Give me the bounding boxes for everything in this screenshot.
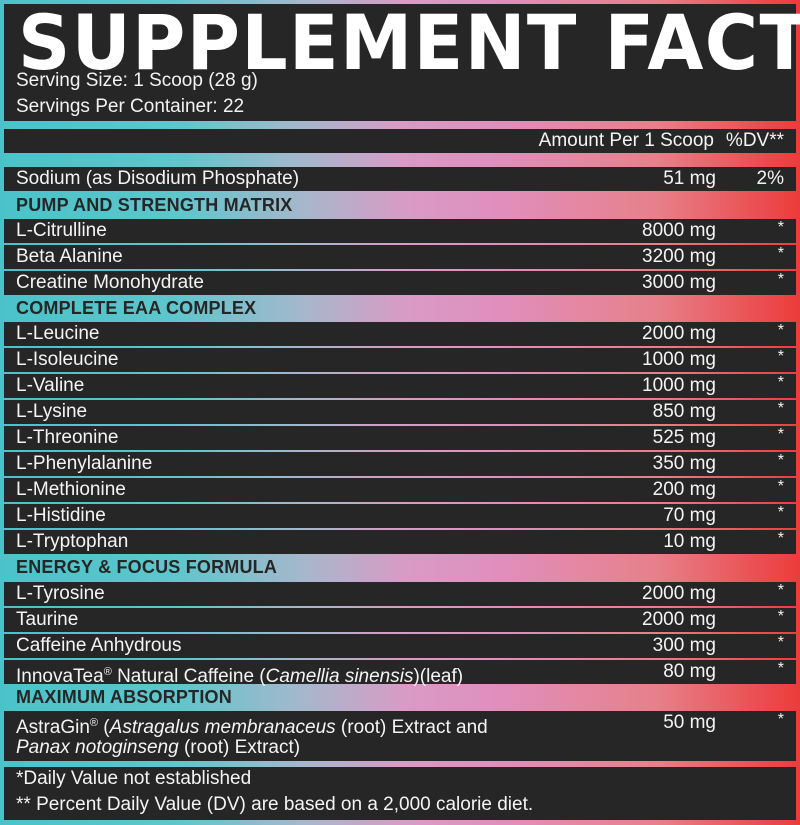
ingredient-amount: 1000 mg (642, 349, 716, 370)
ingredient-name: L-Lysine (16, 401, 88, 422)
ingredient-amount: 850 mg (652, 401, 716, 422)
ingredient-dv: * (777, 608, 784, 625)
amount-column-header: Amount Per 1 Scoop (538, 130, 714, 151)
ingredient-amount: 2000 mg (642, 583, 716, 604)
column-header-row: Amount Per 1 Scoop %DV** (4, 129, 796, 153)
name-text: )(leaf) (413, 666, 464, 687)
nutrient-row-sodium: Sodium (as Disodium Phosphate) 51 mg 2% (4, 167, 796, 191)
ingredient-row: Beta Alanine 3200 mg * (4, 245, 796, 269)
ingredient-dv: * (777, 426, 784, 443)
ingredient-amount: 3000 mg (642, 272, 716, 293)
botanical-name: Panax notoginseng (16, 737, 179, 758)
footnotes: *Daily Value not established ** Percent … (4, 767, 796, 820)
ingredient-amount: 200 mg (652, 479, 716, 500)
ingredient-name: L-Tyrosine (16, 583, 105, 604)
ingredient-row: Taurine 2000 mg * (4, 608, 796, 632)
name-text: Natural Caffeine ( (111, 666, 266, 687)
ingredient-name: L-Phenylalanine (16, 453, 153, 474)
ingredient-name: Caffeine Anhydrous (16, 635, 182, 656)
ingredient-amount: 80 mg (663, 661, 716, 682)
footnote-dv-not-established: *Daily Value not established (16, 768, 252, 789)
ingredient-row: Caffeine Anhydrous 300 mg * (4, 634, 796, 658)
ingredient-name: Creatine Monohydrate (16, 272, 204, 293)
ingredient-dv: * (777, 634, 784, 651)
ingredient-name: L-Threonine (16, 427, 119, 448)
ingredient-name: Taurine (16, 609, 79, 630)
ingredient-row: L-Citrulline 8000 mg * (4, 219, 796, 243)
ingredient-row: L-Leucine 2000 mg * (4, 322, 796, 346)
ingredient-dv: * (777, 504, 784, 521)
ingredient-name: L-Tryptophan (16, 531, 129, 552)
brand-name: InnovaTea (16, 666, 104, 687)
nutrient-dv: 2% (756, 168, 784, 189)
ingredient-amount: 300 mg (652, 635, 716, 656)
nutrient-amount: 51 mg (663, 168, 716, 189)
name-text: ( (98, 717, 110, 738)
ingredient-row: L-Valine 1000 mg * (4, 374, 796, 398)
botanical-name: Camellia sinensis (265, 666, 414, 687)
ingredient-row: L-Lysine 850 mg * (4, 400, 796, 424)
ingredient-name: L-Isoleucine (16, 349, 119, 370)
registered-mark: ® (89, 717, 99, 729)
ingredient-amount: 3200 mg (642, 246, 716, 267)
ingredient-name: L-Valine (16, 375, 85, 396)
ingredient-row: L-Threonine 525 mg * (4, 426, 796, 450)
ingredient-dv: * (777, 348, 784, 365)
section-header-eaa-complex: COMPLETE EAA COMPLEX (16, 298, 257, 318)
ingredient-dv: * (777, 322, 784, 339)
ingredient-dv: * (777, 271, 784, 288)
ingredient-name: AstraGin® (Astragalus membranaceus (root… (16, 711, 488, 740)
ingredient-name-continued: Panax notoginseng (root) Extract) (16, 736, 300, 760)
ingredient-dv: * (777, 530, 784, 547)
ingredient-row: L-Histidine 70 mg * (4, 504, 796, 528)
section-header-energy-focus: ENERGY & FOCUS FORMULA (16, 557, 278, 577)
ingredient-dv: * (777, 582, 784, 599)
ingredient-name: L-Histidine (16, 505, 106, 526)
ingredient-name: InnovaTea® Natural Caffeine (Camellia si… (16, 660, 463, 689)
ingredient-amount: 1000 mg (642, 375, 716, 396)
ingredient-row: AstraGin® (Astragalus membranaceus (root… (4, 711, 796, 761)
botanical-name: Astragalus membranaceus (109, 717, 336, 738)
footnote-percent-dv: ** Percent Daily Value (DV) are based on… (16, 794, 534, 815)
ingredient-amount: 8000 mg (642, 220, 716, 241)
ingredient-row: InnovaTea® Natural Caffeine (Camellia si… (4, 660, 796, 687)
ingredient-dv: * (777, 219, 784, 236)
dv-column-header: %DV** (725, 130, 784, 151)
ingredient-row: L-Tryptophan 10 mg * (4, 530, 796, 554)
name-text: (root) Extract and (335, 717, 488, 738)
ingredient-dv: * (777, 245, 784, 262)
servings-per-container: Servings Per Container: 22 (16, 96, 245, 117)
ingredient-name: L-Methionine (16, 479, 126, 500)
registered-mark: ® (103, 666, 112, 678)
ingredient-row: Creatine Monohydrate 3000 mg * (4, 271, 796, 295)
ingredient-row: L-Methionine 200 mg * (4, 478, 796, 502)
ingredient-row: L-Tyrosine 2000 mg * (4, 582, 796, 606)
ingredient-amount: 2000 mg (642, 609, 716, 630)
ingredient-row: L-Isoleucine 1000 mg * (4, 348, 796, 372)
ingredient-dv: * (777, 660, 784, 677)
ingredient-amount: 2000 mg (642, 323, 716, 344)
ingredient-amount: 525 mg (652, 427, 716, 448)
section-header-pump-strength: PUMP AND STRENGTH MATRIX (16, 195, 293, 215)
ingredient-name: L-Citrulline (16, 220, 107, 241)
name-text: (root) Extract) (178, 737, 301, 758)
ingredient-dv: * (777, 374, 784, 391)
ingredient-amount: 350 mg (652, 453, 716, 474)
ingredient-amount: 10 mg (663, 531, 716, 552)
ingredient-dv: * (777, 400, 784, 417)
section-header-maximum-absorption: MAXIMUM ABSORPTION (16, 687, 232, 707)
ingredient-dv: * (777, 452, 784, 469)
ingredient-name: Beta Alanine (16, 246, 123, 267)
ingredient-row: L-Phenylalanine 350 mg * (4, 452, 796, 476)
ingredient-dv: * (777, 478, 784, 495)
serving-size: Serving Size: 1 Scoop (28 g) (16, 70, 258, 91)
brand-name: AstraGin (16, 717, 90, 738)
ingredient-amount: 50 mg (663, 712, 716, 733)
label-header: SUPPLEMENT FACTS Serving Size: 1 Scoop (… (4, 0, 800, 121)
ingredient-name: L-Leucine (16, 323, 100, 344)
label-title: SUPPLEMENT FACTS (18, 0, 800, 87)
ingredient-amount: 70 mg (663, 505, 716, 526)
nutrient-name: Sodium (as Disodium Phosphate) (16, 168, 300, 189)
ingredient-dv: * (777, 711, 784, 728)
